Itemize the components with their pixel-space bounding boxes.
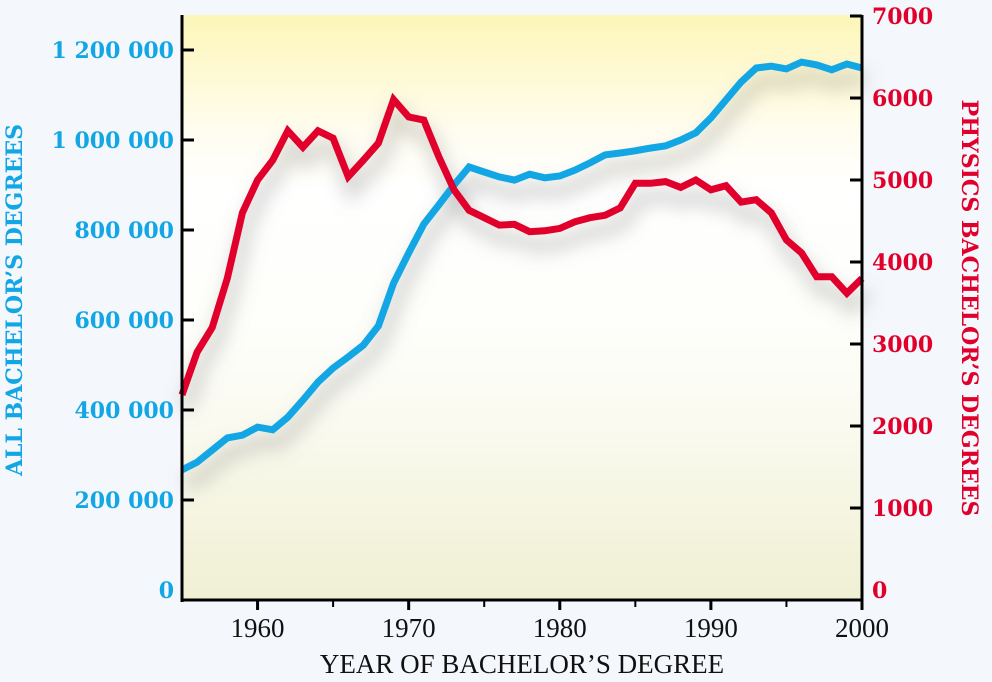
x-axis-label: YEAR OF BACHELOR’S DEGREE [320,649,724,679]
x-tick-label: 1960 [231,613,285,643]
series-shadow [182,68,868,491]
left-tick-label: 1 000 000 [52,128,174,154]
right-tick-label: 0 [872,578,887,604]
plot-background [182,15,862,600]
right-tick-label: 2000 [872,414,933,440]
right-tick-label: 4000 [872,250,933,276]
right-tick-label: 3000 [872,332,933,358]
right-tick-label: 1000 [872,496,933,522]
left-tick-label: 600 000 [74,308,174,334]
left-tick-label: 1 200 000 [52,38,174,64]
left-tick-label: 0 [159,578,174,604]
left-tick-label: 200 000 [74,488,174,514]
x-tick-label: 2000 [835,613,889,643]
left-axis-label: ALL BACHELOR’S DEGREES [2,124,28,477]
series-shadow [179,99,871,412]
right-tick-label: 5000 [872,168,933,194]
physics-degrees-line [178,92,865,396]
right-axis-label: PHYSICS BACHELOR’S DEGREES [956,100,982,517]
left-tick-label: 800 000 [74,218,174,244]
right-tick-label: 7000 [872,4,933,30]
x-tick-label: 1990 [684,613,738,643]
x-tick-label: 1970 [382,613,436,643]
right-tick-label: 6000 [872,86,933,112]
x-tick-label: 1980 [533,613,587,643]
left-tick-label: 400 000 [74,398,174,424]
all-degrees-line [180,58,863,474]
